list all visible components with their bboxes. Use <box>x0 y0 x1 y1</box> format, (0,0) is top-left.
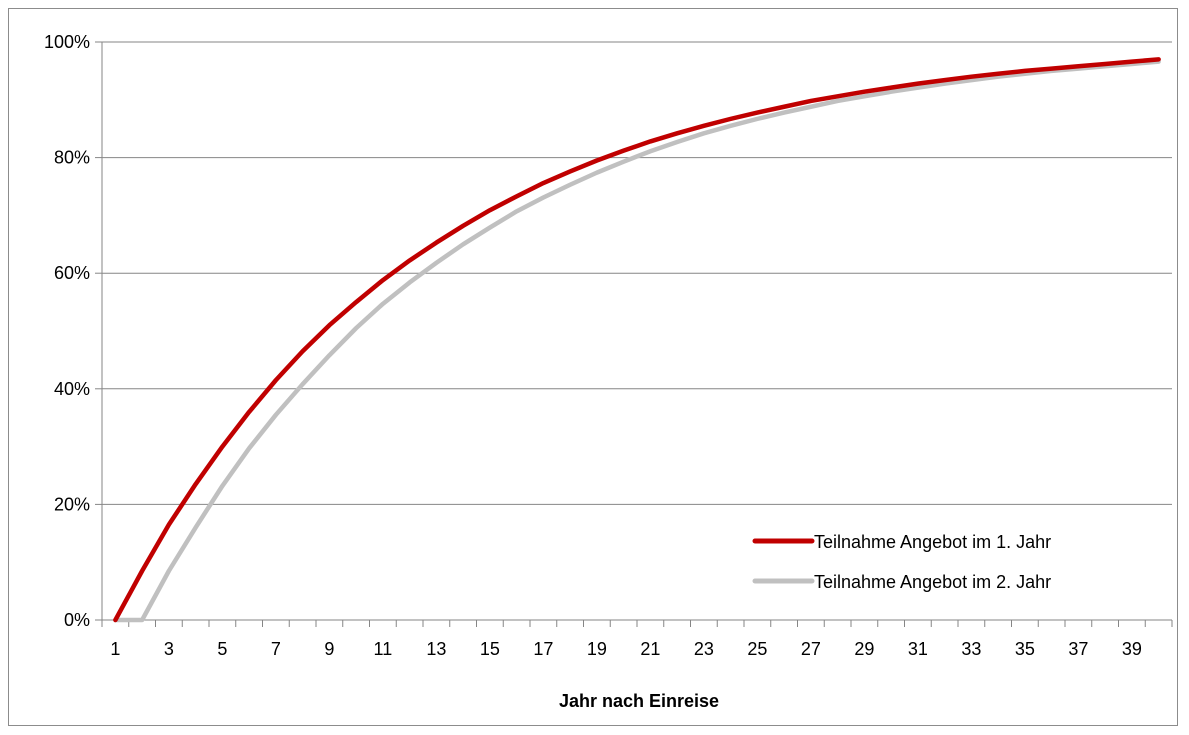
series-lines <box>113 57 1161 623</box>
x-tick-label: 5 <box>217 639 227 659</box>
legend-label-2: Teilnahme Angebot im 2. Jahr <box>814 572 1051 592</box>
x-tick-label: 17 <box>533 639 553 659</box>
x-tick-label: 39 <box>1122 639 1142 659</box>
x-tick-label: 23 <box>694 639 714 659</box>
line-chart: 0%20%40%60%80%100%1 3 5 7 9 11 13 15 17 19 21 23 25 2… <box>44 32 1173 711</box>
series-line-2 <box>113 59 1161 623</box>
x-tick-label: 1 <box>110 639 120 659</box>
axes: 0%20%40%60%80%100%1 3 5 7 9 11 13 15 17 19 21 23 25 2… <box>44 32 1173 659</box>
x-axis-title: Jahr nach Einreise <box>559 691 719 711</box>
x-tick-label: 7 <box>271 639 281 659</box>
y-tick-label: 60% <box>54 263 90 283</box>
x-tick-label: 9 <box>324 639 334 659</box>
x-tick-label: 33 <box>961 639 981 659</box>
x-tick-label: 19 <box>587 639 607 659</box>
x-tick-label: 13 <box>426 639 446 659</box>
y-tick-label: 80% <box>54 148 90 168</box>
grid-lines <box>102 41 1172 505</box>
x-tick-label: 25 <box>747 639 767 659</box>
x-tick-label: 35 <box>1015 639 1035 659</box>
legend: Teilnahme Angebot im 1. Jahr Teilnahme An… <box>752 532 1051 592</box>
y-tick-label: 40% <box>54 379 90 399</box>
x-tick-label: 3 <box>164 639 174 659</box>
x-tick-label: 11 <box>374 639 393 659</box>
y-tick-label: 20% <box>54 494 90 514</box>
x-tick-label: 37 <box>1068 639 1088 659</box>
x-tick-label: 29 <box>854 639 874 659</box>
chart-frame: 0% 20% 40% 60% 80% 100% 1 3 5 7 9 11 13 15 17 19 21 23 25 2… <box>8 8 1178 726</box>
x-tick-label: 31 <box>908 639 928 659</box>
y-tick-label: 100% <box>44 32 90 52</box>
legend-label-1: Teilnahme Angebot im 1. Jahr <box>814 532 1051 552</box>
x-tick-label: 15 <box>480 639 500 659</box>
x-tick-label: 27 <box>801 639 821 659</box>
y-tick-label: 0% <box>64 610 90 630</box>
x-tick-label: 21 <box>640 639 660 659</box>
series-line-1 <box>113 57 1161 623</box>
